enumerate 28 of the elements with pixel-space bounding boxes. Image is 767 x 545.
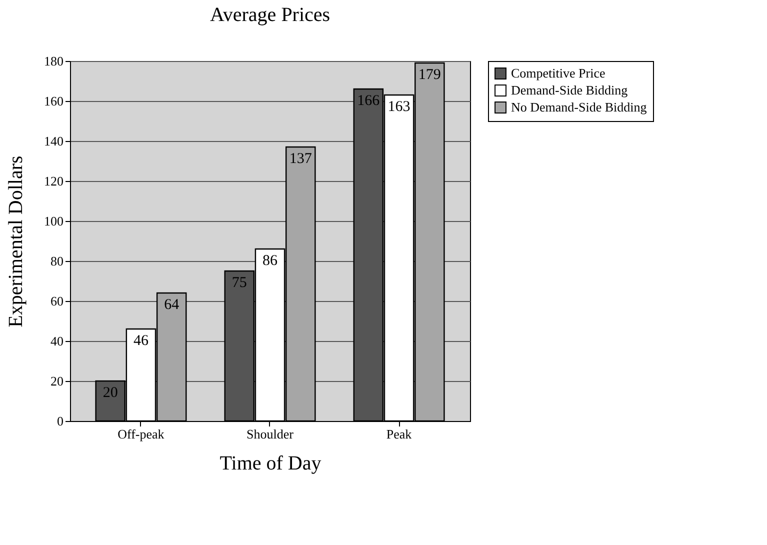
x-axis-title: Time of Day [220, 452, 322, 474]
legend-label: Demand-Side Bidding [511, 82, 628, 98]
y-tick-label: 80 [50, 254, 64, 268]
data-label: 86 [262, 253, 278, 269]
y-tick-label: 60 [50, 294, 64, 308]
data-label: 163 [388, 99, 410, 115]
data-label: 64 [164, 297, 180, 313]
legend-label: Competitive Price [511, 66, 606, 80]
data-label: 179 [418, 67, 441, 83]
y-tick-label: 180 [44, 54, 64, 68]
y-tick-label: 120 [44, 174, 64, 188]
data-label: 166 [357, 93, 380, 109]
legend-label: No Demand-Side Bidding [511, 100, 648, 114]
x-tick-label: Off-peak [118, 426, 165, 442]
data-label: 46 [133, 333, 149, 349]
y-tick-label: 20 [50, 374, 64, 388]
y-tick-label: 100 [44, 214, 64, 228]
data-label: 137 [289, 151, 312, 167]
y-tick-label: 160 [44, 94, 64, 108]
y-tick-label: 140 [44, 134, 64, 148]
data-label: 75 [232, 275, 247, 291]
y-tick-label: 40 [50, 334, 64, 348]
y-axis-title: Experimental Dollars [5, 155, 27, 328]
chart-title: Average Prices [210, 4, 330, 26]
y-tick-label: 0 [57, 414, 64, 428]
x-tick-label: Shoulder [246, 426, 294, 442]
x-tick-label: Peak [386, 426, 412, 442]
data-label: 20 [102, 385, 118, 401]
